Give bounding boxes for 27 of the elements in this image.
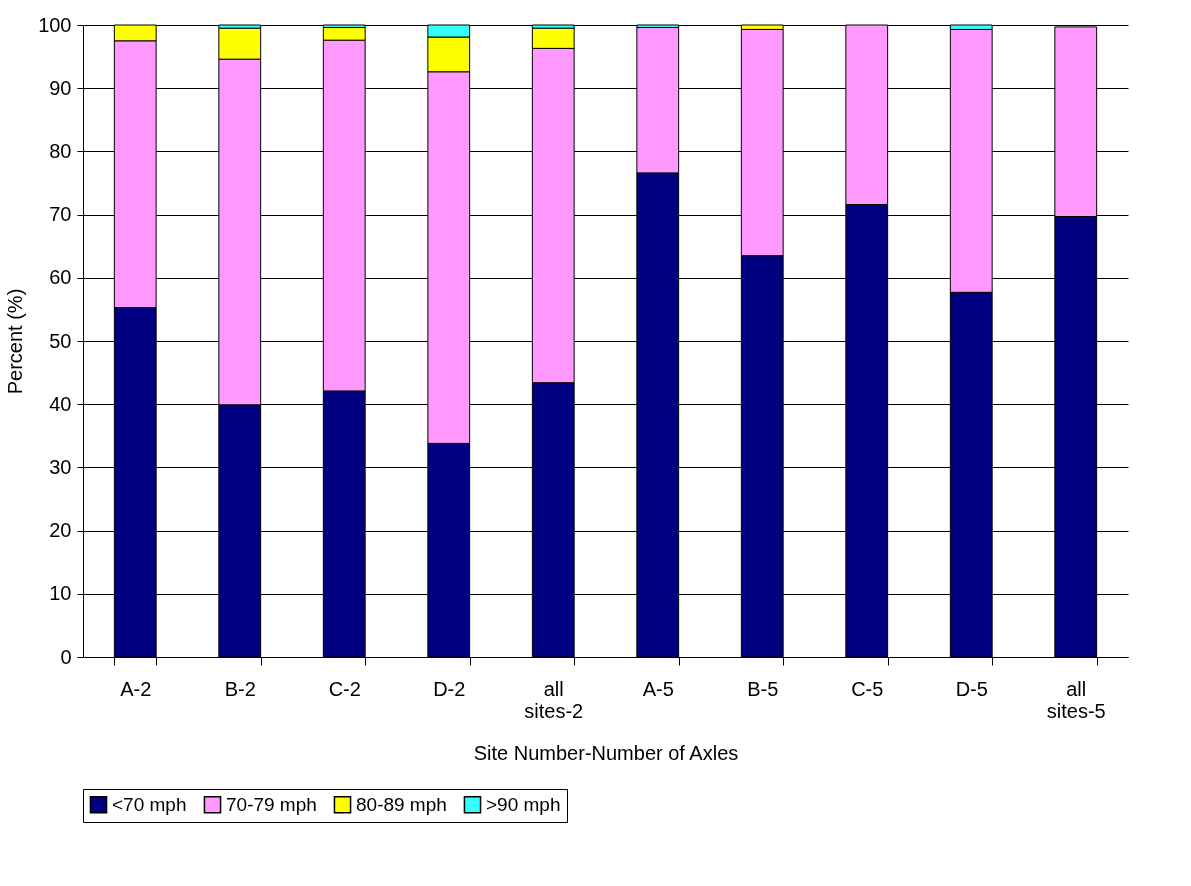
x-tick-label: B-5	[747, 677, 779, 700]
y-tick-label: 30	[49, 455, 72, 478]
x-tick-label: all sites-2	[524, 677, 584, 722]
y-tick-label: 20	[49, 519, 72, 542]
y-tick-label: 70	[49, 203, 72, 226]
legend-label: 70-79 mph	[226, 793, 317, 815]
x-tick-label: B-2	[224, 677, 256, 700]
x-tick-label: C-5	[851, 677, 884, 700]
x-axis-title: Site Number-Number of Axles	[473, 741, 739, 764]
y-axis-title: Percent (%)	[4, 288, 27, 395]
y-tick-label: 60	[49, 266, 72, 289]
x-tick-label: C-2	[328, 677, 361, 700]
x-tick-label: D-2	[433, 677, 466, 700]
y-tick-label: 0	[60, 645, 72, 668]
legend-label: <70 mph	[112, 793, 187, 815]
x-tick-label: D-5	[955, 677, 988, 700]
y-tick-label: 100	[38, 13, 72, 36]
y-tick-label: 40	[49, 392, 72, 415]
x-tick-label: A-5	[642, 677, 674, 700]
y-tick-label: 10	[49, 582, 72, 605]
legend-label: >90 mph	[486, 793, 561, 815]
y-tick-label: 90	[49, 76, 72, 99]
x-tick-label: all sites-5	[1046, 677, 1106, 722]
y-tick-label: 80	[49, 139, 72, 162]
x-tick-label: A-2	[120, 677, 152, 700]
legend-label: 80-89 mph	[356, 793, 447, 815]
y-tick-label: 50	[49, 329, 72, 352]
